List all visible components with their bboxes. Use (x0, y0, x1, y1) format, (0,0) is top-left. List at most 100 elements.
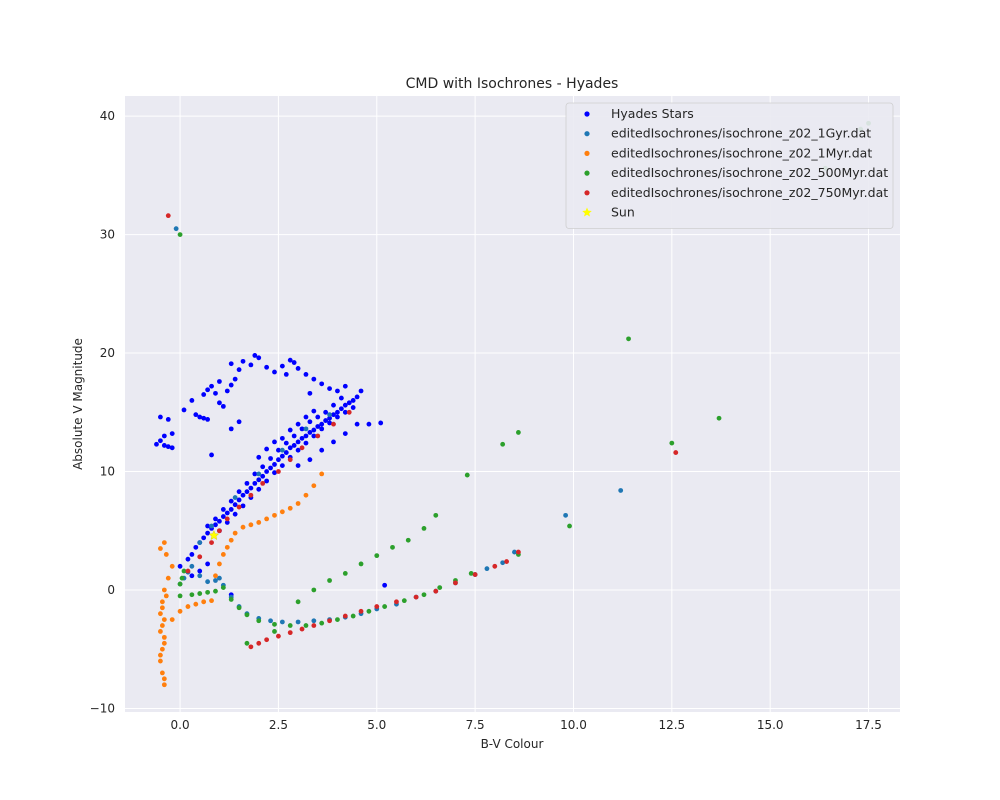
data-point (220, 507, 226, 512)
data-point (331, 439, 336, 445)
data-point (256, 520, 262, 525)
data-point (307, 430, 313, 435)
data-point (244, 640, 250, 646)
data-point (197, 554, 203, 560)
data-point (236, 605, 242, 611)
data-point (217, 528, 222, 534)
data-point (291, 433, 297, 439)
data-point (232, 511, 238, 517)
data-point (335, 409, 340, 415)
data-point (311, 483, 317, 489)
data-point (256, 454, 262, 460)
x-tick-label: 0.0 (171, 718, 190, 732)
data-point (224, 516, 230, 522)
data-point (323, 409, 329, 415)
data-point (338, 406, 344, 412)
data-point (256, 477, 262, 483)
data-point (232, 376, 238, 382)
data-point (228, 361, 234, 367)
data-point (224, 520, 230, 525)
data-point (492, 563, 498, 569)
data-point (295, 439, 301, 445)
data-point (287, 457, 293, 463)
data-point (159, 605, 165, 611)
data-point (500, 560, 506, 566)
data-point (224, 544, 230, 550)
data-point (413, 594, 419, 600)
data-point (248, 362, 254, 368)
data-point (279, 453, 285, 459)
data-point (335, 617, 340, 622)
data-point (283, 371, 289, 377)
data-point (161, 634, 167, 640)
data-point (256, 486, 262, 492)
data-point (295, 599, 301, 605)
data-point (205, 561, 211, 567)
data-point (279, 619, 285, 625)
data-point (319, 620, 325, 626)
data-point (366, 608, 372, 614)
legend-label: Sun (611, 205, 635, 220)
data-point (228, 507, 234, 512)
x-tick-label: 5.0 (367, 718, 386, 732)
data-point (236, 504, 242, 510)
data-point (315, 414, 321, 420)
data-point (260, 473, 266, 479)
data-point (299, 626, 305, 632)
data-point (205, 417, 211, 422)
data-point (342, 571, 348, 576)
data-point (516, 430, 521, 435)
data-point (272, 629, 277, 634)
data-point (197, 414, 203, 420)
data-point (256, 355, 262, 361)
data-point (567, 523, 572, 529)
data-point (287, 445, 293, 451)
data-point (350, 613, 356, 619)
data-point (382, 604, 388, 609)
data-point (342, 613, 348, 619)
data-point (311, 618, 317, 624)
y-tick-label: −10 (90, 701, 115, 715)
data-point (350, 398, 356, 403)
data-point (161, 443, 167, 448)
data-point (177, 593, 183, 599)
data-point (374, 604, 380, 609)
data-point (201, 535, 207, 541)
data-point (315, 433, 321, 439)
data-point (169, 431, 175, 437)
data-point (163, 593, 169, 599)
data-point (264, 446, 270, 452)
data-point (161, 540, 167, 545)
data-point (228, 537, 234, 543)
data-point (272, 512, 277, 518)
legend-marker (584, 131, 590, 137)
data-point (303, 414, 309, 420)
data-point (248, 492, 254, 498)
data-point (197, 568, 203, 574)
data-point (248, 644, 254, 650)
data-points (154, 120, 871, 688)
data-point (213, 573, 218, 579)
data-point (311, 587, 317, 593)
data-point (201, 599, 207, 605)
data-point (472, 572, 478, 577)
data-point (232, 530, 238, 536)
data-point (287, 357, 293, 363)
data-point (159, 646, 165, 652)
data-point (311, 623, 317, 628)
data-point (342, 383, 348, 389)
data-point (244, 612, 250, 618)
data-point (327, 412, 332, 418)
data-point (256, 471, 262, 477)
data-point (177, 581, 183, 587)
data-point (468, 571, 474, 576)
data-point (189, 573, 195, 579)
data-point (209, 523, 214, 529)
legend-label: editedIsochrones/isochrone_z02_500Myr.da… (611, 165, 888, 180)
data-point (342, 409, 348, 415)
data-point (213, 578, 218, 583)
data-point (283, 450, 289, 455)
data-point (165, 213, 171, 219)
data-point (484, 566, 490, 572)
